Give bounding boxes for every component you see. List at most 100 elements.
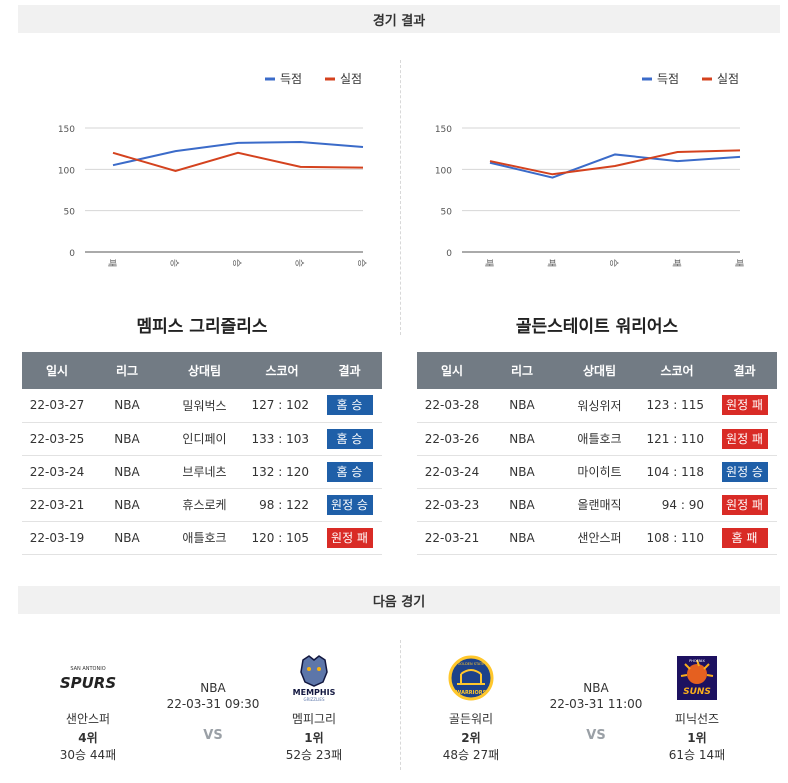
header-result: 결과 [317,352,382,389]
cell-date: 22-03-24 [417,455,487,489]
legend-conceded-label: 실점 [717,72,739,86]
svg-text:SUNS: SUNS [683,687,711,697]
series-line-scored [489,153,741,179]
x-tick-label: 승 [169,259,180,267]
result-badge: 홈 승 [326,461,373,482]
cell-result: 원정 승 [712,455,777,489]
chart-legend: 득점 실점 [642,72,739,86]
match-2-away-record: 48승 27패 [442,748,500,762]
match-1-home-team[interactable]: MEMPHIS GRIZZLIES 멤피그리 1위 52승 23패 [259,650,369,763]
match-2-league: NBA [583,681,609,695]
x-tick-label: 패 [671,259,682,267]
match-1-away-record: 30승 44패 [59,748,117,762]
suns-logo-icon: SUNS PHOENIX [642,650,752,706]
legend-scored-label: 득점 [657,72,679,86]
cell-date: 22-03-27 [22,389,92,423]
cell-league: NBA [92,422,162,456]
x-tick-label: 패 [483,259,494,267]
cell-result: 원정 패 [317,521,382,555]
results-table-memphis: 일시 리그 상대팀 스코어 결과 22-03-27 NBA 밀워벅스 127 : 10… [22,352,382,555]
cell-league: NBA [487,455,557,489]
cell-league: NBA [92,488,162,522]
match-1-league: NBA [200,681,226,695]
header-score: 스코어 [247,352,317,389]
x-tick-label: 승 [231,259,242,267]
x-tick-label: 패 [106,259,117,267]
cell-league: NBA [487,389,557,423]
header-league: 리그 [487,352,557,389]
header-score: 스코어 [642,352,712,389]
cell-opponent: 밀워벅스 [162,389,247,423]
result-badge: 원정 승 [721,461,768,482]
cell-opponent: 올랜매직 [557,488,642,522]
table-row: 22-03-26 NBA 애틀호크 121 : 110 원정 패 [417,422,777,456]
x-tick-label: 승 [608,259,619,267]
svg-text:PHOENIX: PHOENIX [689,659,705,663]
result-badge: 홈 승 [326,428,373,449]
team-title-golden-state: 골든스테이트 워리어스 [515,317,679,337]
chart-memphis: 득점 실점 0 50 100 150 패 승 승 승 승 [55,60,395,280]
y-tick-label: 0 [446,249,452,259]
cell-result: 원정 패 [712,488,777,522]
result-badge: 원정 패 [721,494,768,515]
svg-text:MEMPHIS: MEMPHIS [293,688,336,697]
y-tick-label: 100 [58,166,75,176]
header-league: 리그 [92,352,162,389]
cell-score: 104 : 118 [642,455,712,489]
cell-league: NBA [92,389,162,423]
table-row: 22-03-24 NBA 마이히트 104 : 118 원정 승 [417,455,777,489]
y-tick-label: 50 [441,208,453,218]
next-match-1: SAN ANTONIO SPURS 샌안스퍼 4위 30승 44패 NBA 22… [33,650,393,763]
chart-memphis-svg: 득점 실점 0 50 100 150 패 승 승 승 승 [58,72,367,267]
svg-text:WARRIORS: WARRIORS [456,690,487,696]
match-1-home-rank: 1위 [304,731,324,745]
table-header-row: 일시 리그 상대팀 스코어 결과 [417,352,777,389]
match-2-home-record: 61승 14패 [668,748,726,762]
svg-text:GOLDEN STATE: GOLDEN STATE [458,662,485,666]
grizzlies-logo-icon: MEMPHIS GRIZZLIES [259,650,369,706]
cell-league: NBA [92,521,162,555]
cell-result: 홈 승 [317,455,382,489]
cell-date: 22-03-28 [417,389,487,423]
next-match-2: WARRIORS GOLDEN STATE 골든워리 2위 48승 27패 NB… [416,650,776,763]
match-2-away-rank: 2위 [461,731,481,745]
match-1-home-name: 멤피그리 [291,712,337,726]
match-1-away-team[interactable]: SAN ANTONIO SPURS 샌안스퍼 4위 30승 44패 [33,650,143,763]
table-row: 22-03-27 NBA 밀워벅스 127 : 102 홈 승 [22,389,382,423]
cell-opponent: 워싱위저 [557,389,642,423]
cell-result: 원정 패 [712,422,777,456]
legend-conceded-label: 실점 [340,72,362,86]
svg-text:SAN ANTONIO: SAN ANTONIO [70,666,105,672]
cell-date: 22-03-23 [417,488,487,522]
match-2-home-team[interactable]: SUNS PHOENIX 피닉선즈 1위 61승 14패 [642,650,752,763]
results-table-golden-state: 일시 리그 상대팀 스코어 결과 22-03-28 NBA 워싱위저 123 : 11… [417,352,777,555]
header-date: 일시 [22,352,92,389]
next-game-section-title: 다음 경기 [372,594,426,610]
cell-score: 133 : 103 [247,422,317,456]
match-1-home-record: 52승 23패 [285,748,343,762]
cell-date: 22-03-24 [22,455,92,489]
next-game-divider [400,640,401,770]
team-title-memphis: 멤피스 그리즐리스 [136,317,268,337]
chart-golden-state: 득점 실점 0 50 100 150 패 패 승 패 패 [432,60,772,280]
cell-result: 홈 패 [712,521,777,555]
header-date: 일시 [417,352,487,389]
match-2-away-name: 골든워리 [448,712,494,726]
cell-date: 22-03-25 [22,422,92,456]
cell-result: 홈 승 [317,422,382,456]
match-1-away-rank: 4위 [78,731,98,745]
match-2-away-team[interactable]: WARRIORS GOLDEN STATE 골든워리 2위 48승 27패 [416,650,526,763]
y-tick-label: 50 [64,208,76,218]
next-game-section-header: 다음 경기 [18,586,780,614]
cell-league: NBA [92,455,162,489]
y-tick-label: 150 [58,125,75,135]
y-tick-label: 0 [69,249,75,259]
series-line-scored [112,141,364,167]
table-row: 22-03-28 NBA 워싱위저 123 : 115 원정 패 [417,389,777,423]
cell-date: 22-03-26 [417,422,487,456]
svg-text:SPURS: SPURS [60,674,116,692]
table-row: 22-03-24 NBA 브루네츠 132 : 120 홈 승 [22,455,382,489]
cell-score: 127 : 102 [247,389,317,423]
result-badge: 원정 패 [721,395,768,416]
y-tick-label: 150 [435,125,452,135]
